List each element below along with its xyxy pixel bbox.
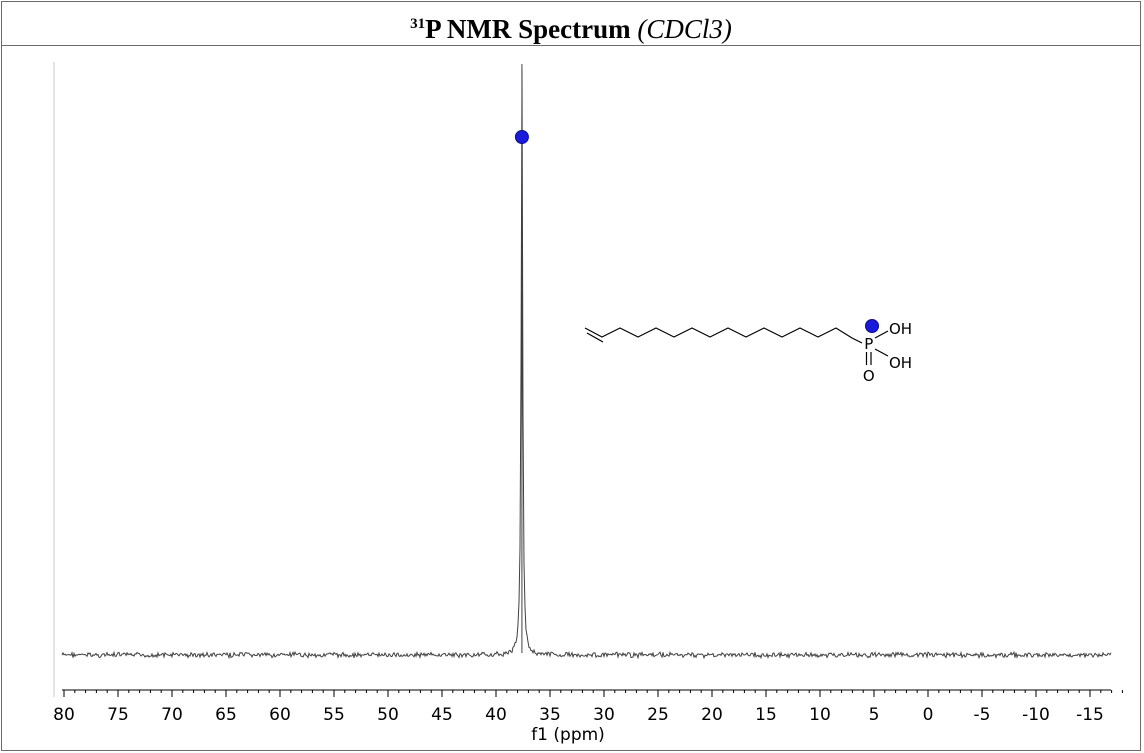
tick-label: 0 [923, 705, 934, 725]
tick-label: 50 [377, 705, 399, 725]
tick-label: -10 [1022, 705, 1050, 725]
tick-label: 40 [485, 705, 507, 725]
terminal-double-bond [586, 332, 604, 343]
bond-p-oh-bottom [874, 348, 889, 357]
alkyl-chain [584, 327, 863, 344]
x-axis-tick-labels: 80 75 70 65 60 55 50 45 40 35 30 25 20 15 10 5 0 -5 -10 -15 [53, 705, 1104, 725]
tick-label: -5 [974, 705, 991, 725]
tick-label: 75 [107, 705, 129, 725]
tick-label: 70 [161, 705, 183, 725]
x-axis-label: f1 (ppm) [531, 725, 605, 745]
tick-label: 60 [269, 705, 291, 725]
tick-label: 20 [701, 705, 723, 725]
tick-label: 80 [53, 705, 75, 725]
hydroxyl-bottom: OH [889, 354, 912, 372]
phosphorus-marker-dot [865, 319, 879, 333]
tick-label: 55 [323, 705, 345, 725]
title-main: P NMR Spectrum [425, 14, 631, 44]
tick-label: 30 [593, 705, 615, 725]
tick-label: 65 [215, 705, 237, 725]
spectrum-trace [61, 64, 1112, 660]
x-axis-ticks [63, 690, 1123, 697]
phosphorus-atom: P [864, 335, 873, 353]
tick-label: 25 [647, 705, 669, 725]
tick-label: 10 [809, 705, 831, 725]
isotope-superscript: 31 [410, 16, 426, 32]
peak-marker-dot [514, 130, 529, 144]
oxygen-atom: O [863, 367, 875, 385]
solvent-label: (CDCl3) [637, 14, 732, 44]
tick-label: 35 [539, 705, 561, 725]
figure-title: 31P NMR Spectrum (CDCl3) [2, 2, 1140, 46]
tick-label: -15 [1076, 705, 1104, 725]
tick-label: 45 [431, 705, 453, 725]
chemical-structure [584, 327, 889, 365]
tick-label: 15 [755, 705, 777, 725]
tick-label: 5 [869, 705, 880, 725]
bond-p-oh-top [874, 330, 889, 339]
hydroxyl-top: OH [889, 320, 912, 338]
